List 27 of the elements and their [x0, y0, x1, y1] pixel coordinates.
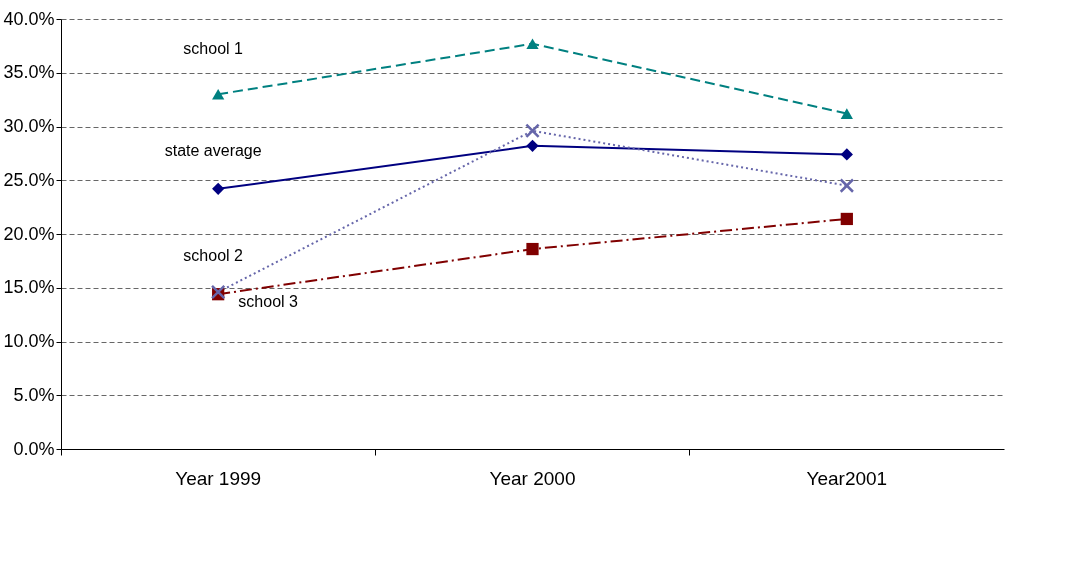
- y-tick-label: 35.0%: [3, 62, 55, 83]
- text: school 1: [183, 40, 244, 58]
- y-tick-label: 10.0%: [3, 331, 55, 351]
- point: [839, 178, 855, 193]
- point: [526, 38, 539, 50]
- y-tick-label: 0.0%: [13, 438, 55, 459]
- point: [526, 242, 539, 256]
- y-tick-label: 25.0%: [3, 169, 55, 190]
- point: [840, 148, 853, 161]
- point: [210, 284, 226, 300]
- x-tick-label: Year2001: [806, 467, 888, 489]
- series-label: school 2: [183, 247, 244, 265]
- y-tick-label: 30.0%: [3, 116, 55, 136]
- y-tick-label: 5.0%: [13, 384, 55, 405]
- point: [840, 212, 853, 226]
- series-label: school 3: [238, 293, 299, 311]
- x-tick-label: Year 1999: [175, 467, 262, 489]
- y-tick-label: 20.0%: [3, 223, 55, 244]
- x-tick-label: Year 2000: [489, 467, 576, 489]
- series-label: state average: [164, 141, 262, 159]
- y-tick-label: 15.0%: [3, 277, 55, 298]
- point: [525, 123, 540, 139]
- point: [212, 88, 225, 100]
- point: [840, 108, 853, 119]
- point: [212, 182, 225, 195]
- y-tick-label: 40.0%: [3, 8, 55, 29]
- point: [526, 139, 539, 152]
